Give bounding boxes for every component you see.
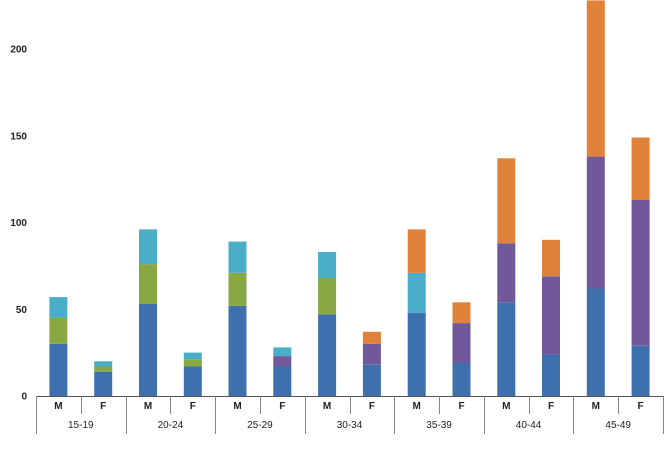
x-tick-label: F [458, 401, 464, 412]
x-tick-label: M [502, 401, 510, 412]
bar-segment [631, 345, 650, 396]
bar-segment [586, 288, 605, 396]
bar-segment [49, 343, 68, 396]
bar-segment [183, 366, 202, 396]
x-tick-label: F [190, 401, 196, 412]
group-label: 35-39 [426, 420, 452, 431]
axis-layer: 0 50 100 150 200 [10, 45, 664, 434]
bar-segment [586, 0, 605, 157]
bar-segment [407, 272, 426, 313]
bar-segment [228, 305, 247, 396]
x-tick-label: M [54, 401, 62, 412]
bar-segment [542, 239, 560, 277]
y-tick-label: 150 [10, 131, 27, 142]
bar-segment [94, 366, 113, 372]
group-label: 20-24 [158, 420, 184, 431]
bar-segment [318, 278, 337, 315]
bar-segment [542, 276, 560, 355]
labels-layer: M F M F M F M F M F M F M F 15-19 20-24 25-29 30-34 35-39 4… [54, 401, 643, 431]
group-label: 45-49 [605, 420, 631, 431]
x-tick-label: F [638, 401, 644, 412]
bar-segment [362, 331, 381, 344]
x-tick-label: M [323, 401, 331, 412]
y-tick-label: 100 [10, 218, 27, 229]
bars-layer [49, 0, 650, 396]
bar-segment [139, 304, 157, 396]
bar-segment [273, 366, 292, 396]
bar-segment [318, 314, 337, 396]
bar-segment [452, 302, 471, 324]
bar-segment [139, 229, 157, 265]
y-tick-label: 50 [16, 305, 28, 316]
bar-segment [49, 297, 68, 318]
y-tick-label: 200 [10, 45, 27, 56]
x-tick-label: F [279, 401, 285, 412]
x-tick-label: M [413, 401, 421, 412]
group-label: 25-29 [247, 420, 273, 431]
bar-segment [497, 243, 516, 303]
x-tick-label: M [592, 401, 600, 412]
group-label: 30-34 [337, 420, 363, 431]
group-label: 40-44 [516, 420, 542, 431]
x-tick-label: M [233, 401, 241, 412]
bar-segment [273, 347, 292, 357]
bar-segment [273, 356, 292, 367]
x-tick-label: M [144, 401, 152, 412]
bar-segment [139, 264, 157, 304]
x-tick-label: F [548, 401, 554, 412]
bar-segment [228, 241, 247, 273]
bar-segment [362, 364, 381, 396]
bar-segment [497, 302, 516, 396]
bar-segment [94, 371, 113, 396]
bar-segment [318, 252, 337, 278]
x-tick-label: F [100, 401, 106, 412]
bar-segment [49, 317, 68, 344]
bar-segment [452, 363, 471, 396]
bar-segment [183, 352, 202, 360]
bar-segment [631, 137, 650, 200]
x-tick-label: F [369, 401, 375, 412]
bar-segment [631, 199, 650, 346]
bar-segment [228, 272, 247, 306]
bar-segment [542, 354, 560, 396]
bar-segment [407, 229, 426, 273]
bar-segment [586, 156, 605, 289]
bar-segment [183, 359, 202, 367]
group-label: 15-19 [68, 420, 94, 431]
bar-segment [362, 343, 381, 365]
bar-segment [407, 312, 426, 396]
bar-segment [94, 361, 113, 367]
bar-segment [497, 158, 516, 244]
y-tick-label: 0 [21, 392, 27, 403]
bar-segment [452, 323, 471, 363]
